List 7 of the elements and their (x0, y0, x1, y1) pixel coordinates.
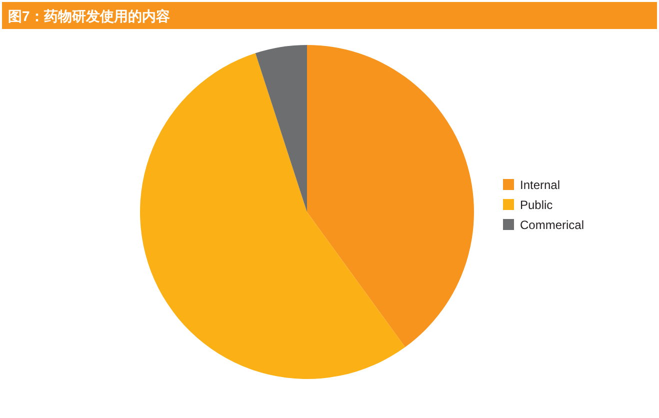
legend-label: Commerical (520, 218, 584, 232)
pie-slice (140, 53, 406, 379)
pie-slice (307, 45, 474, 348)
legend-label: Public (520, 198, 553, 212)
legend-label: Internal (520, 178, 560, 192)
chart-title: 图7：药物研发使用的内容 (8, 8, 170, 24)
pie-slice (255, 45, 307, 212)
